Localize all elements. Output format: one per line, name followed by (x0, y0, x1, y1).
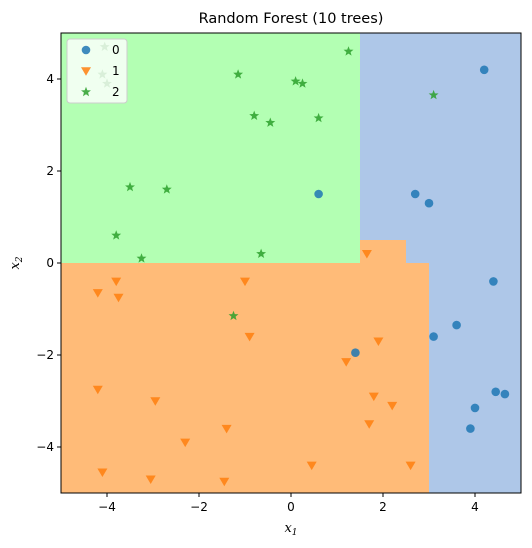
legend-box (66, 38, 128, 104)
point-class-1-10 (368, 392, 379, 402)
point-class-2-7 (249, 110, 260, 121)
point-class-0-11 (466, 424, 475, 433)
x-tick-label-1: −2 (190, 500, 208, 514)
point-class-2-13 (111, 230, 122, 240)
point-class-0-0 (479, 65, 489, 75)
y-axis-label: x2 (8, 256, 25, 269)
y-tick-label-3: 2 (46, 164, 54, 178)
point-class-2-6 (343, 46, 354, 56)
point-class-0-4 (489, 277, 498, 286)
point-class-1-8 (92, 385, 103, 395)
point-class-1-17 (219, 477, 230, 487)
point-class-2-14 (136, 253, 147, 263)
point-class-1-5 (244, 332, 255, 342)
region-class-1-0 (61, 263, 429, 493)
point-class-2-12 (161, 184, 172, 194)
point-class-1-19 (405, 461, 416, 471)
legend: 0 1 2 (66, 38, 128, 104)
point-class-1-16 (145, 475, 156, 484)
x-tick-label-0: −4 (98, 500, 116, 514)
point-class-1-3 (113, 293, 124, 303)
point-class-0-3 (424, 198, 434, 208)
point-class-2-4 (290, 76, 301, 86)
point-class-1-11 (387, 401, 398, 411)
point-class-1-18 (306, 461, 317, 471)
x-tick-label-2: 0 (287, 500, 295, 514)
decision-regions (61, 33, 521, 493)
point-class-2-8 (265, 117, 276, 127)
region-class-0-2 (429, 263, 521, 493)
point-class-1-1 (92, 289, 103, 298)
y-tick-label-2: 0 (46, 256, 54, 270)
point-class-1-6 (373, 337, 384, 346)
point-class-1-15 (97, 468, 108, 478)
x-axis: −4 −2 0 2 4 (98, 493, 479, 514)
point-class-1-4 (240, 277, 250, 287)
y-axis-label-subscript: 2 (15, 256, 25, 263)
point-class-1-14 (180, 438, 191, 448)
legend-marker-0 (81, 45, 91, 55)
point-class-0-10 (470, 403, 480, 413)
region-class-0-0 (360, 33, 521, 240)
plot-area (60, 32, 522, 494)
y-tick-label-0: −4 (36, 440, 54, 454)
point-class-2-5 (297, 78, 308, 88)
point-class-1-13 (364, 420, 375, 429)
point-class-2-10 (428, 89, 439, 100)
point-class-0-5 (429, 332, 438, 341)
y-tick-label-1: −2 (36, 348, 54, 362)
legend-marker-1 (81, 67, 91, 76)
x-axis-label-base: x (284, 521, 292, 536)
x-tick-label-4: 4 (471, 500, 479, 514)
y-axis: −4 −2 0 2 4 (36, 72, 61, 454)
point-class-2-15 (256, 248, 267, 259)
point-class-0-6 (452, 320, 461, 330)
y-tick-label-4: 4 (46, 72, 54, 86)
data-points (92, 41, 510, 487)
point-class-2-16 (228, 310, 239, 321)
legend-label-2: 2 (112, 85, 120, 99)
point-class-1-12 (221, 424, 232, 434)
point-class-0-7 (351, 348, 360, 358)
point-class-2-3 (233, 69, 244, 79)
point-class-0-9 (500, 389, 510, 399)
legend-label-0: 0 (112, 43, 120, 57)
legend-marker-2 (81, 86, 91, 97)
region-class-1-1 (360, 240, 406, 263)
y-axis-label-base: x (8, 262, 23, 270)
point-class-0-8 (491, 387, 501, 397)
x-axis-label-subscript: 1 (292, 528, 298, 538)
region-class-0-1 (406, 240, 521, 263)
point-class-2-9 (313, 112, 324, 123)
legend-label-1: 1 (112, 64, 120, 78)
chart-title: Random Forest (10 trees) (199, 11, 384, 27)
x-tick-label-3: 2 (379, 500, 387, 514)
point-class-1-7 (341, 358, 352, 367)
point-class-0-2 (410, 189, 420, 199)
point-class-2-11 (125, 181, 135, 192)
point-class-1-9 (150, 397, 161, 406)
x-axis-label: x1 (284, 521, 297, 538)
point-class-0-1 (314, 189, 323, 199)
point-class-1-2 (111, 277, 122, 287)
point-class-1-0 (361, 250, 372, 259)
